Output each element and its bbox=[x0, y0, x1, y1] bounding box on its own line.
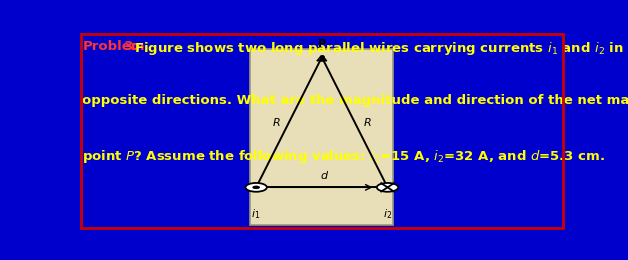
Text: $d$: $d$ bbox=[320, 169, 329, 181]
Text: Figure shows two long parallel wires carrying currents $i_1$ and $i_2$ in: Figure shows two long parallel wires car… bbox=[134, 40, 624, 57]
Text: $R$: $R$ bbox=[362, 116, 371, 128]
FancyBboxPatch shape bbox=[250, 49, 393, 225]
Circle shape bbox=[377, 183, 398, 192]
Text: opposite directions. What are the magnitude and direction of the net magnetic fi: opposite directions. What are the magnit… bbox=[82, 94, 628, 107]
Text: $R$: $R$ bbox=[273, 116, 281, 128]
Text: Problem: Problem bbox=[82, 40, 145, 53]
Text: $i_2$: $i_2$ bbox=[383, 207, 392, 221]
Text: point $P$? Assume the following values: $i_1$=15 A, $i_2$=32 A, and $d$=5.3 cm.: point $P$? Assume the following values: … bbox=[82, 148, 605, 165]
Text: 3:: 3: bbox=[123, 40, 138, 53]
Text: P: P bbox=[318, 39, 326, 49]
Circle shape bbox=[252, 186, 259, 189]
Text: $i_1$: $i_1$ bbox=[251, 207, 261, 221]
Circle shape bbox=[246, 183, 267, 192]
